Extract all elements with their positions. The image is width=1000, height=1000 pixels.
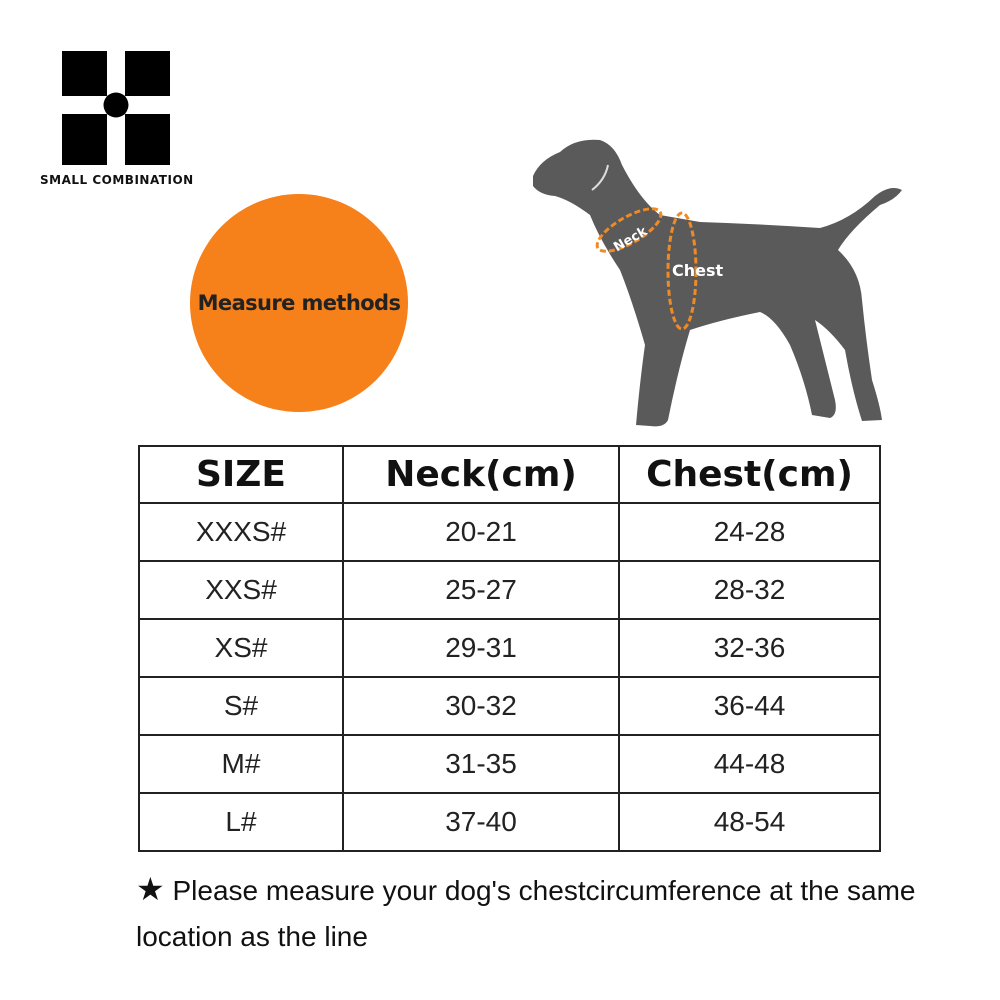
dog-silhouette bbox=[533, 139, 902, 427]
note-text: Please measure your dog's chestcircumfer… bbox=[136, 875, 916, 952]
chest-cell: 24-28 bbox=[618, 502, 881, 562]
brand-logo bbox=[62, 51, 170, 165]
header-neck: Neck(cm) bbox=[342, 445, 620, 504]
chest-measure-line bbox=[666, 211, 698, 331]
neck-cell: 30-32 bbox=[342, 676, 620, 736]
neck-cell: 29-31 bbox=[342, 618, 620, 678]
chest-cell: 28-32 bbox=[618, 560, 881, 620]
chest-cell: 36-44 bbox=[618, 676, 881, 736]
neck-cell: 20-21 bbox=[342, 502, 620, 562]
neck-label: Neck bbox=[611, 224, 650, 255]
table-row: XS# 29-31 32-36 bbox=[138, 618, 881, 678]
size-cell: L# bbox=[138, 792, 344, 852]
neck-cell: 31-35 bbox=[342, 734, 620, 794]
chest-cell: 44-48 bbox=[618, 734, 881, 794]
table-row: L# 37-40 48-54 bbox=[138, 792, 881, 852]
neck-cell: 37-40 bbox=[342, 792, 620, 852]
table-header-row: SIZE Neck(cm) Chest(cm) bbox=[138, 445, 881, 504]
table-row: M# 31-35 44-48 bbox=[138, 734, 881, 794]
chest-cell: 48-54 bbox=[618, 792, 881, 852]
table-row: S# 30-32 36-44 bbox=[138, 676, 881, 736]
size-cell: M# bbox=[138, 734, 344, 794]
neck-cell: 25-27 bbox=[342, 560, 620, 620]
brand-name: SMALL COMBINATION bbox=[40, 173, 194, 187]
size-cell: XXXS# bbox=[138, 502, 344, 562]
chest-label: Chest bbox=[672, 261, 724, 280]
table-row: XXXS# 20-21 24-28 bbox=[138, 502, 881, 562]
chest-cell: 32-36 bbox=[618, 618, 881, 678]
measure-methods-badge: Measure methods bbox=[190, 194, 408, 412]
header-chest: Chest(cm) bbox=[618, 445, 881, 504]
star-icon: ★ bbox=[136, 871, 165, 907]
header-size: SIZE bbox=[138, 445, 344, 504]
size-cell: XS# bbox=[138, 618, 344, 678]
neck-measure-line bbox=[595, 207, 663, 253]
table-row: XXS# 25-27 28-32 bbox=[138, 560, 881, 620]
badge-label: Measure methods bbox=[197, 291, 401, 315]
size-chart-table: SIZE Neck(cm) Chest(cm) XXXS# 20-21 24-28 … bbox=[138, 445, 881, 852]
size-cell: S# bbox=[138, 676, 344, 736]
size-cell: XXS# bbox=[138, 560, 344, 620]
measurement-note: ★ Please measure your dog's chestcircumf… bbox=[136, 866, 916, 960]
